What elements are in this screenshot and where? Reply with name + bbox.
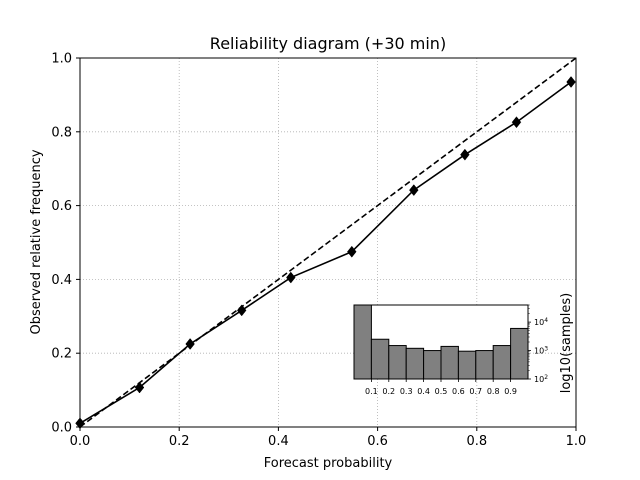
inset-y-tick-base: 10 — [534, 375, 544, 384]
inset-x-tick-label: 0.5 — [435, 387, 448, 396]
histogram-bar — [510, 327, 529, 380]
inset-y-tick-label: 102 — [534, 374, 548, 384]
data-point-marker — [511, 116, 522, 129]
reliability-series-markers — [75, 76, 576, 430]
reliability-series-line — [79, 81, 572, 424]
x-tick-label: 0.6 — [367, 434, 388, 449]
inset-x-tick-label: 0.7 — [469, 387, 482, 396]
chart-title: Reliability diagram (+30 min) — [210, 34, 446, 53]
histogram-bar — [475, 350, 494, 380]
data-point-marker — [347, 245, 357, 258]
inset-x-tick-label: 0.1 — [365, 387, 378, 396]
y-tick-label: 0.4 — [51, 273, 72, 288]
tick-labels: 0.0 0.2 0.4 0.6 0.8 1.0 0.0 0.2 0.4 0.6 0.8 1.0 — [51, 52, 586, 450]
inset-y-axis-label: log10(samples) — [559, 293, 574, 394]
inset-y-tick-exponent: 3 — [544, 346, 548, 353]
histogram-bar — [405, 347, 425, 380]
histogram-bar — [457, 350, 477, 380]
y-tick-label: 0.6 — [51, 199, 72, 214]
histogram-bar — [423, 350, 442, 380]
inset-x-tick-label: 0.4 — [417, 387, 430, 396]
x-tick-label: 0.2 — [169, 434, 190, 449]
inset-y-tick-label: 104 — [534, 317, 548, 327]
data-point-marker — [286, 271, 296, 284]
histogram-bar — [492, 345, 512, 380]
inset-x-tick-label: 0.8 — [487, 387, 500, 396]
histogram-bar — [388, 345, 407, 380]
x-axis-label: Forecast probability — [264, 456, 393, 471]
data-point-marker — [134, 381, 145, 394]
y-tick-label: 0.8 — [51, 125, 72, 140]
inset-x-ticks: 0.1 0.2 0.3 0.4 0.5 0.6 0.7 0.8 0.9 — [365, 379, 517, 396]
inset-y-tick-exponent: 4 — [544, 317, 548, 324]
inset-x-tick-label: 0.6 — [452, 387, 465, 396]
data-point-marker — [566, 76, 576, 88]
inset-y-tick-exponent: 2 — [544, 374, 548, 381]
inset-y-tick-base: 10 — [534, 347, 544, 356]
x-tick-label: 1.0 — [566, 434, 587, 449]
data-point-marker — [236, 304, 247, 317]
histogram-bar — [440, 345, 459, 380]
inset-x-tick-label: 0.3 — [400, 387, 413, 396]
x-tick-label: 0.4 — [268, 434, 289, 449]
histogram-bar — [370, 338, 390, 380]
y-axis-label: Observed relative frequency — [29, 149, 44, 334]
y-tick-label: 0.0 — [51, 421, 72, 436]
inset-x-tick-label: 0.9 — [504, 387, 517, 396]
inset-x-tick-label: 0.2 — [382, 387, 395, 396]
x-tick-label: 0.0 — [70, 434, 91, 449]
inset-y-tick-label: 103 — [534, 346, 548, 356]
x-tick-label: 0.8 — [466, 434, 487, 449]
perfect-reliability-line — [79, 57, 577, 428]
y-tick-label: 0.2 — [51, 347, 72, 362]
y-tick-label: 1.0 — [51, 52, 72, 67]
data-point-marker — [409, 184, 419, 197]
inset-bars — [353, 304, 529, 380]
data-point-marker — [185, 338, 195, 350]
plot-frame — [79, 57, 577, 428]
inset-y-tick-base: 10 — [534, 318, 544, 327]
data-point-marker — [460, 148, 470, 161]
histogram-bar — [353, 304, 372, 380]
